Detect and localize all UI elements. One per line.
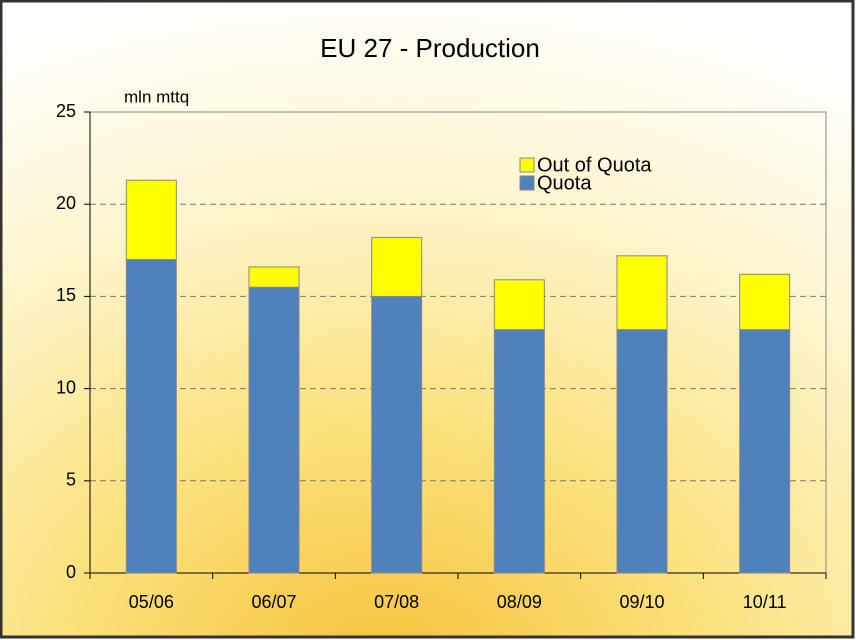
y-tick-label: 25: [56, 101, 76, 121]
bar-segment: [616, 329, 668, 574]
bar-segment: [248, 286, 300, 574]
y-tick-label: 5: [66, 470, 76, 490]
x-tick-label: 05/06: [129, 592, 174, 612]
bar-segment: [371, 295, 423, 574]
bar-segment: [616, 255, 668, 331]
x-tick-label: 08/09: [497, 592, 542, 612]
y-tick-label: 0: [66, 562, 76, 582]
bar-segment: [493, 329, 545, 574]
x-tick-label: 09/10: [619, 592, 664, 612]
x-tick-label: 06/07: [251, 592, 296, 612]
bar-segment: [739, 273, 791, 331]
bar-segment: [371, 236, 423, 297]
bar-segment: [125, 259, 177, 574]
x-tick-label: 10/11: [743, 592, 787, 612]
y-tick-label: 20: [56, 193, 76, 213]
y-tick-label: 10: [56, 377, 76, 397]
legend-swatch: [519, 157, 535, 173]
bar-segment: [248, 266, 300, 288]
y-tick-label: 15: [56, 285, 76, 305]
y-axis-unit: mln mttq: [124, 87, 189, 106]
x-tick-label: 07/08: [374, 592, 419, 612]
bar-segment: [493, 279, 545, 331]
legend-label: Out of Quota: [537, 154, 652, 176]
legend-label: Quota: [537, 172, 592, 194]
bar-segment: [739, 329, 791, 574]
bar-segment: [125, 179, 177, 261]
legend-swatch: [519, 175, 535, 191]
chart-title: EU 27 - Production: [320, 33, 540, 63]
